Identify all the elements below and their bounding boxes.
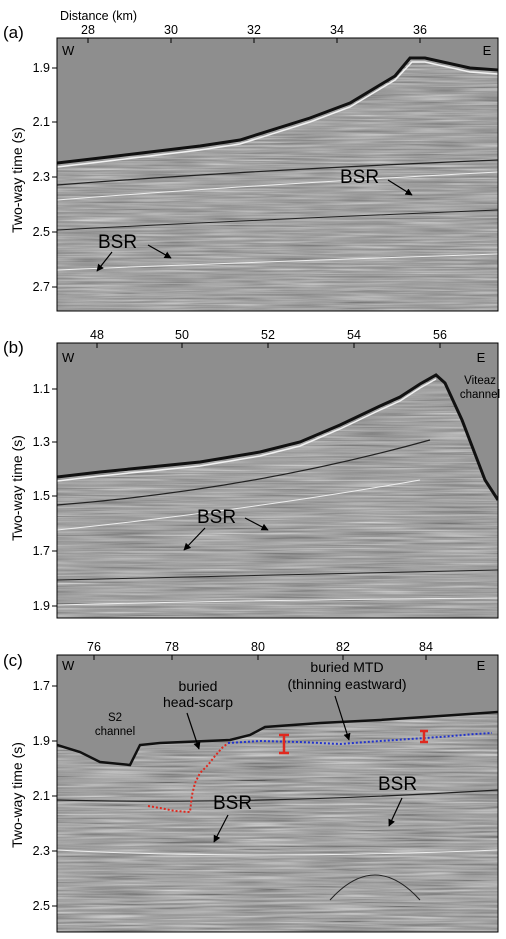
y-tick-label: 2.5 [33,225,50,239]
x-tick-label: 76 [87,640,101,654]
y-tick-label: 2.1 [33,115,50,129]
seismic-section-a [57,38,498,311]
bsr-arrow [96,251,113,272]
y-tick-label: 1.3 [33,435,50,449]
y-tick-label: 2.7 [33,280,50,294]
y-axis-label-a: Two-way time (s) [9,127,25,233]
seismic-section-b [57,343,498,618]
x-tick-label: 80 [251,640,265,654]
x-axis-c: 76 78 80 82 84 [87,640,433,660]
mtd-label-1: buried MTD [310,659,383,675]
y-tick-label: 1.7 [33,544,50,558]
mtd-label-2: (thinning eastward) [287,676,406,692]
scarp-trace [147,742,229,814]
mtd-trace [227,732,493,746]
y-tick-label: 1.5 [33,489,50,503]
bsr-arrow [147,244,172,259]
x-tick-label: 50 [175,328,189,342]
west-label-a: W [62,43,75,58]
x-tick-label: 56 [433,328,447,342]
panel-a: (a) 28 30 32 34 36 [3,23,499,312]
east-label-c: E [477,658,486,673]
bsr-label: BSR [378,774,417,795]
bsr-label: BSR [197,507,236,528]
bsr-arrow [388,797,403,827]
y-axis-c: 1.7 1.9 2.1 2.3 2.5 [33,679,57,913]
viteaz-label: Viteaz [464,375,496,387]
bsr-label: BSR [98,232,137,253]
panel-label-a: (a) [3,23,24,42]
x-tick-label: 30 [164,23,178,37]
x-tick-label: 54 [347,328,361,342]
y-tick-label: 2.1 [33,789,50,803]
east-label-b: E [477,350,486,365]
seismic-section-c [57,655,498,932]
head-scarp-arrow [186,712,201,750]
head-scarp-label-2: head-scarp [163,694,233,710]
x-tick-label: 82 [336,640,350,654]
bsr-label: BSR [213,793,252,814]
west-label-c: W [62,658,75,673]
bsr-arrow [183,527,206,551]
s2-channel-label: channel [95,726,135,738]
y-tick-label: 1.9 [33,734,50,748]
y-tick-label: 1.9 [33,599,50,613]
y-tick-label: 2.3 [33,844,50,858]
thickness-marker-west [279,733,289,755]
bsr-arrow [213,814,229,843]
x-axis-a: 28 30 32 34 36 [81,23,427,43]
panel-label-b: (b) [3,338,24,357]
y-tick-label: 1.1 [33,382,50,396]
y-tick-label: 1.9 [33,61,50,75]
y-tick-label: 1.7 [33,679,50,693]
s2-label: S2 [108,712,122,724]
panel-b: (b) 48 50 52 54 56 [3,328,500,619]
x-tick-label: 52 [261,328,275,342]
y-axis-label-c: Two-way time (s) [9,742,25,848]
channel-label: channel [460,389,500,401]
y-axis-b: 1.1 1.3 1.5 1.7 1.9 [33,382,57,613]
y-axis-label-b: Two-way time (s) [9,435,25,541]
x-tick-label: 32 [247,23,261,37]
panel-c: (c) 76 78 80 82 84 [3,640,499,933]
y-tick-label: 2.3 [33,170,50,184]
x-tick-label: 34 [330,23,344,37]
x-tick-label: 84 [419,640,433,654]
bsr-arrow [244,517,269,531]
x-tick-label: 78 [165,640,179,654]
x-tick-label: 36 [413,23,427,37]
bsr-label: BSR [340,167,379,188]
west-label-b: W [62,350,75,365]
panel-label-c: (c) [3,651,23,670]
east-label-a: E [483,43,492,58]
distance-axis-label: Distance (km) [60,9,137,23]
mtd-arrow [334,695,351,741]
thickness-marker-east [420,729,428,744]
head-scarp-label-1: buried [179,678,218,694]
y-axis-a: 1.9 2.1 2.3 2.5 2.7 [33,61,57,294]
x-tick-label: 28 [81,23,95,37]
bsr-arrow [387,179,413,196]
x-tick-label: 48 [90,328,104,342]
x-axis-b: 48 50 52 54 56 [90,328,447,348]
y-tick-label: 2.5 [33,899,50,913]
